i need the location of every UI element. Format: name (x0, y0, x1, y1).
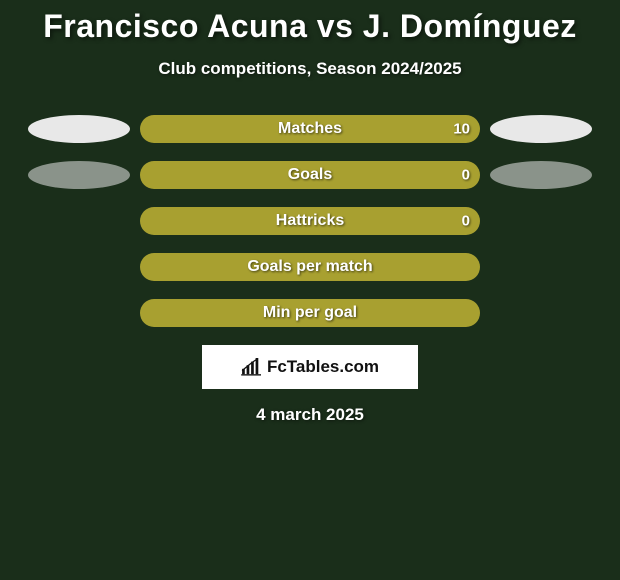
left-ellipse (28, 299, 130, 327)
stat-label: Goals per match (247, 258, 372, 276)
stat-label: Hattricks (276, 212, 344, 230)
stat-bar: Hattricks 0 (140, 207, 480, 235)
stat-rows: Matches 10 Goals 0 Hattricks 0 Goals per match… (0, 115, 620, 327)
stat-label: Goals (288, 166, 332, 184)
stat-row: Goals per match (0, 253, 620, 281)
stat-bar: Goals 0 (140, 161, 480, 189)
stat-value: 0 (462, 167, 470, 184)
stat-row: Goals 0 (0, 161, 620, 189)
left-ellipse (28, 115, 130, 143)
left-ellipse (28, 161, 130, 189)
date-text: 4 march 2025 (0, 405, 620, 425)
logo-box: FcTables.com (202, 345, 418, 389)
stat-row: Hattricks 0 (0, 207, 620, 235)
stat-row: Min per goal (0, 299, 620, 327)
stat-bar: Goals per match (140, 253, 480, 281)
right-ellipse (490, 161, 592, 189)
right-ellipse (490, 115, 592, 143)
bar-chart-icon (241, 358, 263, 376)
page-title: Francisco Acuna vs J. Domínguez (0, 8, 620, 45)
stat-value: 0 (462, 213, 470, 230)
left-ellipse (28, 253, 130, 281)
stat-bar: Matches 10 (140, 115, 480, 143)
stat-bar: Min per goal (140, 299, 480, 327)
stat-row: Matches 10 (0, 115, 620, 143)
right-ellipse (490, 207, 592, 235)
page-subtitle: Club competitions, Season 2024/2025 (0, 59, 620, 79)
left-ellipse (28, 207, 130, 235)
comparison-infographic: Francisco Acuna vs J. Domínguez Club com… (0, 0, 620, 425)
right-ellipse (490, 299, 592, 327)
logo-text: FcTables.com (267, 357, 379, 377)
stat-label: Min per goal (263, 304, 357, 322)
stat-label: Matches (278, 120, 342, 138)
stat-value: 10 (453, 121, 470, 138)
right-ellipse (490, 253, 592, 281)
